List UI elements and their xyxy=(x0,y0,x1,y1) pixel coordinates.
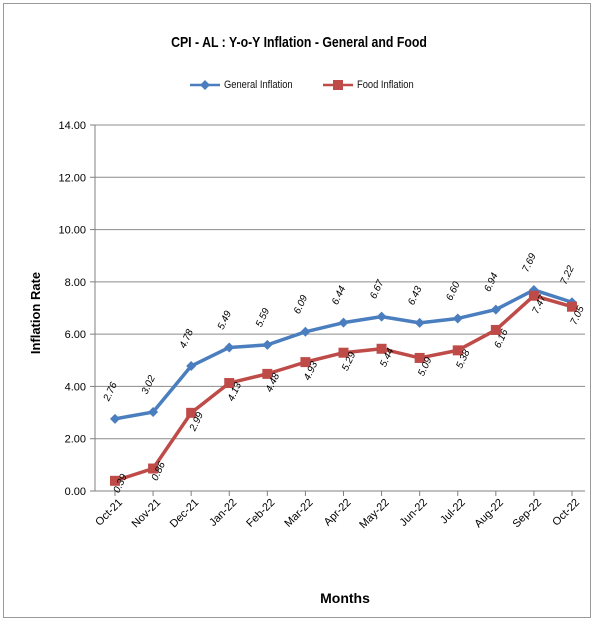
data-point-general xyxy=(262,339,273,350)
data-point-general xyxy=(376,311,387,322)
data-point-food xyxy=(186,407,197,418)
y-axis-title: Inflation Rate xyxy=(28,272,43,354)
data-point-food xyxy=(376,343,387,354)
x-tick-label: May-22 xyxy=(357,497,391,531)
data-label-general: 3.02 xyxy=(140,373,158,396)
data-label-general: 4.78 xyxy=(178,327,196,350)
legend-label-general: General Inflation xyxy=(224,79,293,91)
data-point-general xyxy=(148,407,159,418)
x-tick-label: Sep-22 xyxy=(510,497,544,531)
data-label-general: 6.44 xyxy=(330,284,348,307)
legend-marker-general xyxy=(190,80,220,90)
data-label-general: 6.43 xyxy=(406,284,424,307)
y-tick-label: 0.00 xyxy=(65,486,86,498)
data-label-general: 5.59 xyxy=(254,306,272,329)
data-point-general xyxy=(110,413,120,424)
y-tick-label: 4.00 xyxy=(65,381,86,393)
legend-marker-food xyxy=(322,80,353,90)
data-point-general xyxy=(186,361,197,372)
data-point-food xyxy=(300,357,311,368)
y-tick-label: 14.00 xyxy=(58,120,86,132)
x-tick-label: Oct-21 xyxy=(93,497,125,529)
x-tick-label: Jul-22 xyxy=(438,497,468,527)
chart-legend: General Inflation Food Inflation xyxy=(190,75,441,95)
x-tick-label: Jan-22 xyxy=(207,497,239,529)
data-label-general: 7.69 xyxy=(521,251,539,274)
data-point-general xyxy=(490,304,501,315)
x-axis-title: Months xyxy=(320,590,370,606)
data-point-food xyxy=(528,290,539,301)
data-point-food xyxy=(490,324,501,335)
x-tick-label: Aug-22 xyxy=(472,497,506,531)
data-point-food xyxy=(110,475,120,486)
data-point-general xyxy=(414,317,425,328)
data-label-general: 2.76 xyxy=(101,380,120,404)
chart-title: CPI - AL : Y-o-Y Inflation - General and… xyxy=(171,34,427,51)
x-tick-label: Oct-22 xyxy=(550,497,582,529)
data-point-food xyxy=(567,301,577,312)
data-label-food: 0.86 xyxy=(150,460,168,483)
y-tick-label: 6.00 xyxy=(65,329,86,341)
y-tick-label: 8.00 xyxy=(65,277,86,289)
legend-item-general: General Inflation xyxy=(190,79,305,91)
data-point-food xyxy=(414,352,425,363)
x-tick-label: Feb-22 xyxy=(244,497,277,530)
x-tick-label: Dec-21 xyxy=(168,497,202,531)
y-tick-label: 10.00 xyxy=(58,225,86,237)
data-point-food xyxy=(338,347,349,358)
data-label-general: 7.22 xyxy=(559,264,577,287)
data-point-general xyxy=(300,326,311,337)
x-tick-label: Jun-22 xyxy=(398,497,430,529)
data-point-general xyxy=(452,313,463,324)
data-point-general xyxy=(338,317,349,328)
x-tick-label: Nov-21 xyxy=(130,497,164,531)
data-label-general: 5.49 xyxy=(216,309,234,332)
data-point-food xyxy=(148,463,159,474)
data-point-food xyxy=(262,368,273,379)
data-label-general: 6.60 xyxy=(444,280,462,303)
data-point-food xyxy=(452,345,463,356)
data-point-food xyxy=(224,378,235,389)
data-label-general: 6.09 xyxy=(292,293,310,316)
x-tick-label: Apr-22 xyxy=(322,497,354,529)
y-tick-label: 2.00 xyxy=(65,434,86,446)
legend-item-food: Food Inflation xyxy=(322,79,424,91)
y-tick-label: 12.00 xyxy=(58,172,86,184)
data-point-general xyxy=(224,342,235,353)
x-tick-label: Mar-22 xyxy=(282,497,315,530)
legend-label-food: Food Inflation xyxy=(356,79,414,91)
